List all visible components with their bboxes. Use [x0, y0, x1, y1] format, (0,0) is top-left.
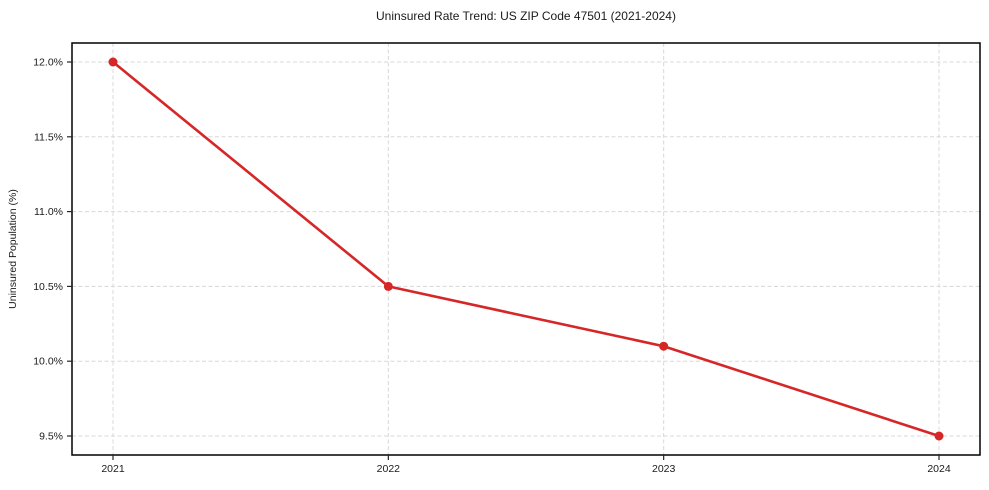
x-tick-label: 2022 [377, 463, 401, 475]
x-tick-label: 2021 [101, 463, 125, 475]
y-tick-label: 10.0% [33, 356, 63, 368]
data-points [108, 57, 944, 441]
trend-line [111, 60, 941, 438]
chart-title: Uninsured Rate Trend: US ZIP Code 47501 … [376, 9, 676, 23]
data-point-marker [934, 431, 944, 441]
axis-ticks [67, 61, 940, 460]
y-tick-label: 11.5% [34, 131, 63, 143]
y-tick-label: 11.0% [34, 206, 63, 218]
y-tick-label: 12.0% [33, 56, 63, 68]
data-point-marker [659, 341, 669, 351]
series-line [111, 60, 941, 438]
plot-border-rect [71, 42, 981, 456]
gridlines [72, 43, 980, 455]
x-tick-label: 2023 [652, 463, 676, 475]
x-tick-label: 2024 [927, 463, 951, 475]
y-tick-labels: 9.5% 10.0% 10.5% 11.0% 11.5% 12.0% [33, 56, 63, 442]
data-point-marker [383, 281, 393, 291]
y-tick-label: 9.5% [39, 431, 63, 443]
plot-border [71, 42, 981, 456]
data-point-marker [108, 57, 118, 67]
y-tick-label: 10.5% [33, 281, 63, 293]
x-tick-labels: 2021 2022 2023 2024 [101, 463, 951, 475]
